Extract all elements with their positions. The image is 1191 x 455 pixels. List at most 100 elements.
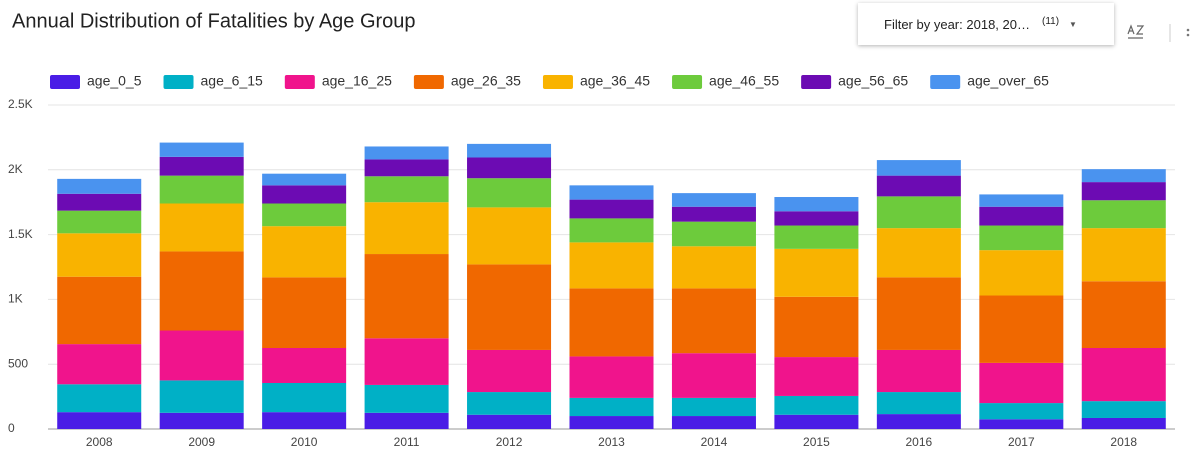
bar-segment xyxy=(159,142,244,157)
bar-segment xyxy=(159,175,244,204)
y-tick-label: 500 xyxy=(8,356,28,370)
bar-segment xyxy=(364,384,449,413)
bar-segment xyxy=(569,185,654,200)
y-tick-label: 0 xyxy=(8,421,15,435)
legend-label: age_16_25 xyxy=(322,73,392,89)
bar-segment xyxy=(569,218,654,243)
filter-value: 2018, 20… xyxy=(966,16,1030,32)
bar-segment xyxy=(262,348,347,383)
bar-segment xyxy=(262,185,347,204)
bar-segment xyxy=(774,395,859,415)
bar-segment xyxy=(569,356,654,398)
bar-segment xyxy=(57,384,142,413)
bar-segment xyxy=(1081,417,1166,429)
bar-segment xyxy=(262,277,347,348)
bar-segment xyxy=(262,203,347,227)
legend-label: age_26_35 xyxy=(451,73,521,89)
menu-dot xyxy=(1186,28,1190,32)
bar-segment xyxy=(671,246,756,289)
legend-label: age_0_5 xyxy=(87,73,142,89)
filter-count: (11) xyxy=(1041,15,1060,27)
bar-segment xyxy=(876,228,961,278)
legend-swatch xyxy=(50,75,80,89)
bar-segment xyxy=(774,414,859,429)
bar-segment xyxy=(979,295,1064,363)
legend-swatch xyxy=(930,75,961,89)
x-tick-label: 2012 xyxy=(496,435,523,449)
bar-segment xyxy=(774,248,859,297)
bar-segment xyxy=(364,338,449,385)
year-filter[interactable]: Filter by year: 2018, 20… (11) ▼ xyxy=(858,3,1114,45)
bar-segment xyxy=(262,226,347,278)
bar-segment xyxy=(1081,281,1166,348)
bar-segment xyxy=(467,264,552,350)
bar-segment xyxy=(671,353,756,398)
sort-icon[interactable] xyxy=(1126,24,1146,44)
legend-label: age_36_45 xyxy=(580,73,650,89)
bar-segment xyxy=(774,197,859,212)
legend-label: age_over_65 xyxy=(967,73,1049,89)
y-tick-label: 1K xyxy=(8,292,23,306)
bar-segment xyxy=(57,276,142,345)
x-tick-label: 2017 xyxy=(1008,435,1035,449)
bar-segment xyxy=(159,412,244,429)
bar-segment xyxy=(979,206,1064,226)
legend-swatch xyxy=(413,75,444,89)
bar-segment xyxy=(1081,228,1166,282)
y-tick-label: 2K xyxy=(8,162,23,176)
bar-segment xyxy=(671,288,756,354)
legend-swatch xyxy=(672,75,703,89)
bar-segment xyxy=(262,382,347,413)
bar-segment xyxy=(876,196,961,229)
legend-swatch xyxy=(284,75,315,89)
bar-segment xyxy=(159,156,244,176)
bar-segment xyxy=(671,416,756,429)
bar-segment xyxy=(467,414,552,429)
x-tick-label: 2011 xyxy=(394,435,420,449)
bar-segment xyxy=(57,412,142,429)
bar-segment xyxy=(569,242,654,289)
bar-segment xyxy=(57,210,142,234)
bar-segment xyxy=(1081,401,1166,418)
bar-segment xyxy=(569,397,654,417)
x-tick-label: 2018 xyxy=(1110,435,1137,449)
bar-segment xyxy=(467,157,552,179)
bar-segment xyxy=(569,199,654,219)
bar-segment xyxy=(57,193,142,211)
filter-label: Filter by year: xyxy=(884,16,963,32)
bar-segment xyxy=(979,194,1064,207)
legend-label: age_46_55 xyxy=(709,73,779,89)
y-tick-label: 2.5K xyxy=(8,97,33,111)
bar-segment xyxy=(262,412,347,429)
bar-segment xyxy=(876,414,961,429)
legend-swatch xyxy=(801,75,832,89)
bar-segment xyxy=(159,251,244,331)
x-tick-label: 2016 xyxy=(906,435,933,449)
x-tick-label: 2014 xyxy=(701,435,728,449)
bar-segment xyxy=(262,173,347,186)
bar-segment xyxy=(1081,200,1166,229)
bar-segment xyxy=(979,225,1064,251)
bar-segment xyxy=(364,159,449,177)
legend-label: age_6_15 xyxy=(201,73,264,89)
bar-segment xyxy=(979,419,1064,429)
bar-segment xyxy=(774,211,859,226)
dropdown-arrow: ▼ xyxy=(1069,19,1077,29)
bar-segment xyxy=(364,146,449,160)
bar-segment xyxy=(159,330,244,381)
menu-dot xyxy=(1186,33,1190,37)
bar-segment xyxy=(876,175,961,197)
bar-segment xyxy=(57,233,142,277)
bar-segment xyxy=(979,362,1064,404)
bar-segment xyxy=(467,207,552,265)
bar-segment xyxy=(876,349,961,393)
bar-segment xyxy=(57,178,142,194)
bar-segment xyxy=(671,397,756,417)
x-tick-label: 2010 xyxy=(291,435,318,449)
x-tick-label: 2009 xyxy=(188,435,215,449)
bar-segment xyxy=(364,254,449,339)
chart-title: Annual Distribution of Fatalities by Age… xyxy=(12,10,416,32)
bar-segment xyxy=(467,178,552,208)
